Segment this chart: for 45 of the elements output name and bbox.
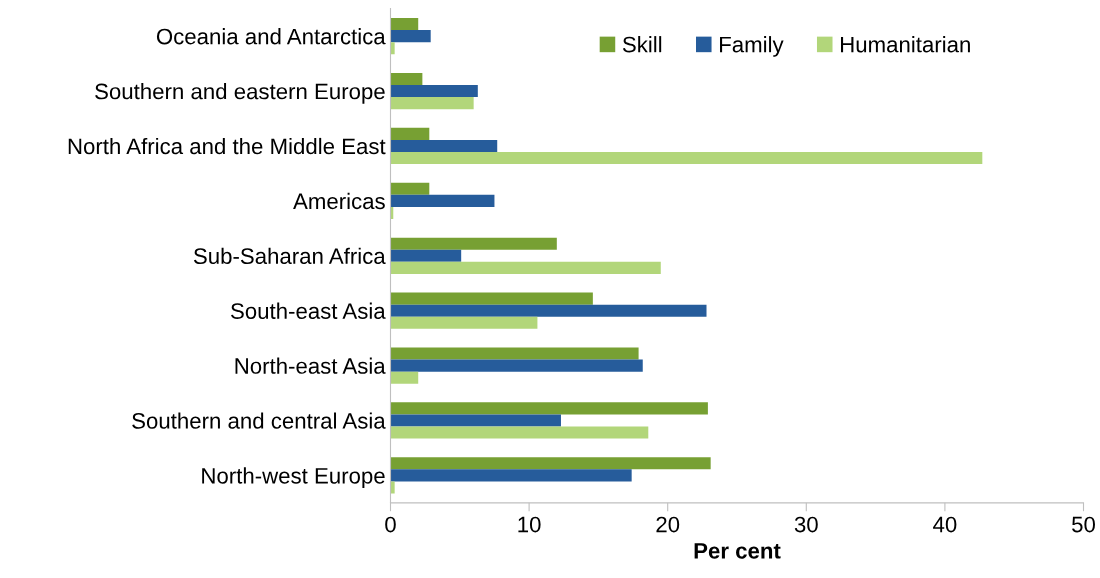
- bar: [390, 194, 495, 207]
- x-tick-label: 20: [656, 516, 680, 533]
- bar: [390, 292, 593, 305]
- bar: [390, 42, 395, 55]
- legend-label: Skill: [622, 36, 662, 53]
- bar: [390, 261, 661, 274]
- y-tick-label: Oceania and Antarctica: [156, 28, 386, 45]
- bar: [390, 237, 557, 250]
- bar: [390, 18, 419, 31]
- bar: [390, 182, 430, 195]
- bar: [390, 426, 649, 439]
- bar: [390, 469, 632, 482]
- y-tick-label: Americas: [293, 192, 385, 210]
- y-tick-label: Southern and central Asia: [132, 412, 386, 429]
- y-tick-label: North-west Europe: [202, 467, 385, 489]
- bar: [390, 304, 707, 317]
- bar: [390, 72, 423, 85]
- bar: [390, 402, 708, 415]
- bar: [390, 347, 639, 360]
- bar: [390, 457, 711, 470]
- bar: [390, 97, 474, 110]
- x-tick-label: 50: [1072, 516, 1095, 533]
- bar: [390, 249, 462, 262]
- bar: [390, 127, 430, 140]
- y-tick-label: North-east Asia: [235, 357, 386, 374]
- y-tick-label: Southern and eastern Europe: [95, 82, 385, 104]
- bar: [390, 359, 643, 372]
- bar: [390, 139, 498, 152]
- y-tick-label: Sub-Saharan Africa: [193, 247, 386, 265]
- bar: [390, 151, 983, 165]
- legend-label: Family: [720, 36, 784, 57]
- bar: [390, 371, 419, 384]
- y-tick-label: South-east Asia: [231, 302, 386, 319]
- x-axis-title: Per cent: [694, 543, 781, 559]
- y-tick-label: North Africa and the Middle East: [68, 137, 386, 155]
- bar: [390, 30, 431, 43]
- bar: [390, 481, 395, 494]
- legend-label: Humanitarian: [841, 36, 970, 53]
- x-tick-label: 10: [518, 516, 541, 533]
- x-tick-label: 0: [385, 516, 396, 533]
- x-tick-label: 40: [933, 516, 957, 533]
- bar: [390, 84, 478, 98]
- x-tick-label: 30: [794, 516, 818, 533]
- bar: [390, 316, 538, 329]
- bar: [390, 414, 561, 427]
